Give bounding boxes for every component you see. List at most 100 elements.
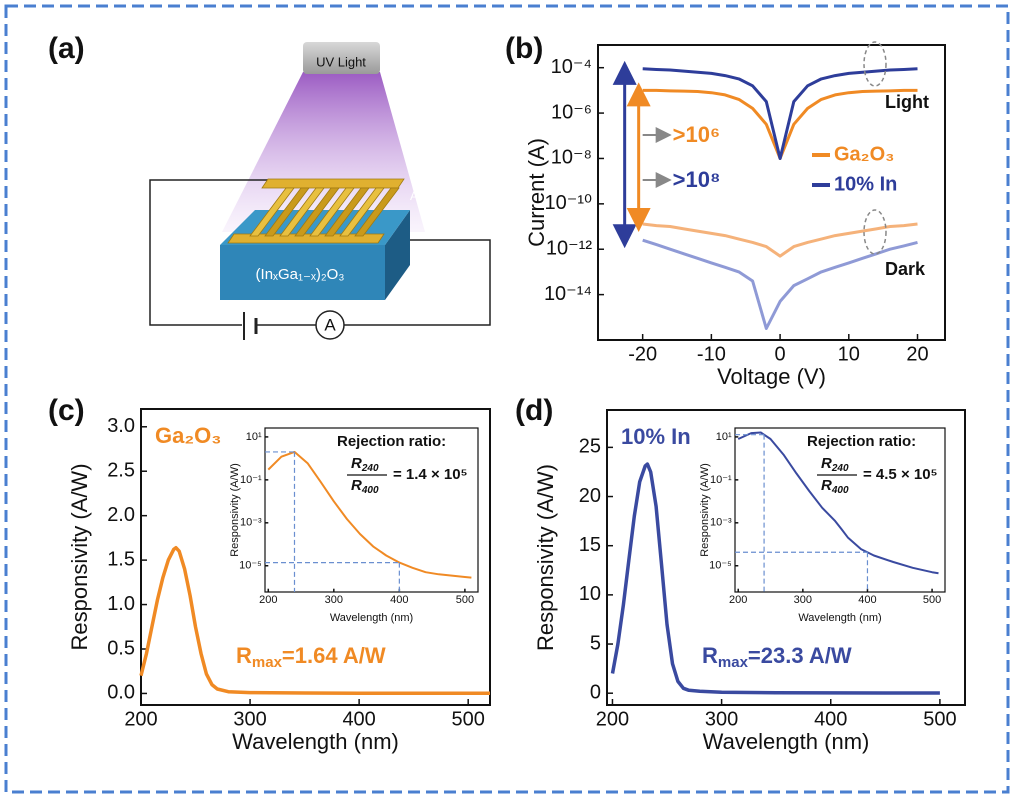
x-tick-label: 200 bbox=[729, 594, 747, 606]
y-axis-label: Current (A) bbox=[524, 138, 549, 247]
y-tick-label: 10⁻⁴ bbox=[551, 56, 592, 78]
x-axis-label: Wavelength (nm) bbox=[798, 612, 881, 624]
panel-label: (a) bbox=[48, 32, 85, 65]
y-tick-label: 10⁻⁵ bbox=[709, 560, 732, 572]
ratio-sub: 240 bbox=[361, 463, 379, 474]
lamp-label: UV Light bbox=[316, 54, 366, 69]
y-tick-label: 1.5 bbox=[107, 548, 135, 570]
x-tick-label: 20 bbox=[906, 343, 928, 365]
ratio-symbol: R bbox=[821, 477, 832, 494]
x-tick-label: -20 bbox=[628, 343, 657, 365]
plot-frame bbox=[597, 44, 946, 341]
ratio-term: R400 bbox=[351, 477, 379, 496]
x-axis-label: Voltage (V) bbox=[717, 364, 826, 389]
x-tick-label: 0 bbox=[775, 343, 786, 365]
y-tick-label: 10⁻³ bbox=[240, 517, 262, 529]
ratio-title: Rejection ratio: bbox=[807, 433, 916, 450]
y-tick-label: 10¹ bbox=[246, 431, 262, 443]
ratio-symbol: R bbox=[821, 455, 832, 472]
ratio-term: R240 bbox=[351, 455, 379, 474]
material-label: Ga₂O₃ bbox=[155, 423, 221, 448]
y-tick-label: 1.0 bbox=[107, 593, 135, 615]
curve bbox=[610, 462, 940, 695]
y-axis-label: Responsivity (A/W) bbox=[229, 463, 241, 557]
y-tick-label: 10⁻⁵ bbox=[239, 560, 262, 572]
group-ring bbox=[863, 209, 887, 255]
ratio-sub: 400 bbox=[831, 485, 849, 496]
y-tick-label: 10 bbox=[579, 583, 601, 605]
y-tick-label: 10⁻¹ bbox=[240, 474, 262, 486]
y-tick-label: 0.5 bbox=[107, 637, 135, 659]
light-curve bbox=[642, 67, 918, 160]
legend-label: Ga₂O₃ bbox=[834, 143, 894, 165]
ratio-title: Rejection ratio: bbox=[337, 433, 446, 450]
ratio-value: = 1.4 × 10⁵ bbox=[393, 466, 468, 483]
x-tick-label: 500 bbox=[923, 594, 941, 606]
rmax-sub: max bbox=[718, 654, 749, 671]
dark-curve bbox=[642, 222, 918, 258]
y-tick-label: 2.5 bbox=[107, 460, 135, 482]
wire bbox=[344, 239, 491, 326]
x-tick-label: 300 bbox=[794, 594, 812, 606]
finger bbox=[339, 187, 385, 237]
x-tick-label: 300 bbox=[233, 708, 266, 730]
x-tick-label: 200 bbox=[259, 594, 277, 606]
x-tick-label: 10 bbox=[838, 343, 860, 365]
curve bbox=[737, 431, 939, 575]
x-tick-label: 300 bbox=[705, 708, 738, 730]
y-tick-label: 10¹ bbox=[716, 431, 732, 443]
panel-label: (b) bbox=[505, 32, 543, 65]
y-tick-label: 10⁻¹² bbox=[546, 238, 592, 260]
x-tick-label: 300 bbox=[325, 594, 343, 606]
finger bbox=[249, 187, 295, 237]
x-tick-label: 500 bbox=[452, 708, 485, 730]
plot-frame bbox=[606, 409, 966, 706]
rmax-sub: max bbox=[252, 654, 283, 671]
y-axis-label: Responsivity (A/W) bbox=[67, 463, 92, 650]
x-tick-label: 200 bbox=[596, 708, 629, 730]
plot-frame bbox=[140, 408, 491, 706]
wire bbox=[149, 179, 270, 326]
finger bbox=[309, 187, 355, 237]
substrate-side bbox=[385, 210, 410, 300]
x-tick-label: 400 bbox=[814, 708, 847, 730]
y-tick-label: 10⁻⁸ bbox=[551, 147, 592, 169]
ratio-sub: 240 bbox=[831, 463, 849, 474]
x-axis-label: Wavelength (nm) bbox=[330, 612, 413, 624]
dark-curve bbox=[642, 238, 918, 330]
panel-label: (c) bbox=[48, 394, 85, 427]
substrate-label: (InₓGa₁₋ₓ)₂O₃ bbox=[256, 266, 345, 283]
ratio-term: R400 bbox=[821, 477, 849, 496]
finger bbox=[279, 187, 325, 237]
material-label: 10% In bbox=[621, 424, 691, 449]
ratio-symbol: R bbox=[351, 477, 362, 494]
finger bbox=[294, 187, 340, 237]
x-axis-label: Wavelength (nm) bbox=[703, 729, 870, 754]
y-tick-label: 25 bbox=[579, 436, 601, 458]
y-tick-label: 10⁻³ bbox=[710, 517, 732, 529]
y-axis-label: Responsivity (A/W) bbox=[533, 464, 558, 651]
ratio-value: = 4.5 × 10⁵ bbox=[863, 466, 938, 483]
group-label: Light bbox=[885, 92, 929, 112]
device-diagram: UV Light Au (InₓGa₁₋ₓ)₂O₃ A bbox=[149, 42, 491, 340]
y-axis-label: Responsivity (A/W) bbox=[699, 463, 711, 557]
rmax-symbol: R bbox=[236, 643, 252, 668]
y-tick-label: 0 bbox=[590, 681, 601, 703]
group-label: Dark bbox=[885, 259, 926, 279]
lamp bbox=[303, 42, 380, 74]
ratio-label: >10⁶ bbox=[673, 122, 720, 147]
x-tick-label: -10 bbox=[697, 343, 726, 365]
y-tick-label: 0.0 bbox=[107, 682, 135, 704]
ratio-sub: 400 bbox=[361, 485, 379, 496]
panel-label: (d) bbox=[515, 394, 553, 427]
border bbox=[4, 4, 1010, 794]
plot-frame bbox=[734, 427, 946, 593]
finger bbox=[354, 187, 400, 237]
x-tick-label: 400 bbox=[390, 594, 408, 606]
y-tick-label: 5 bbox=[590, 632, 601, 654]
y-tick-label: 10⁻¹⁴ bbox=[544, 283, 592, 305]
finger bbox=[264, 187, 310, 237]
ratio-term: R240 bbox=[821, 455, 849, 474]
meter-label: A bbox=[324, 315, 336, 334]
y-tick-label: 2.0 bbox=[107, 504, 135, 526]
